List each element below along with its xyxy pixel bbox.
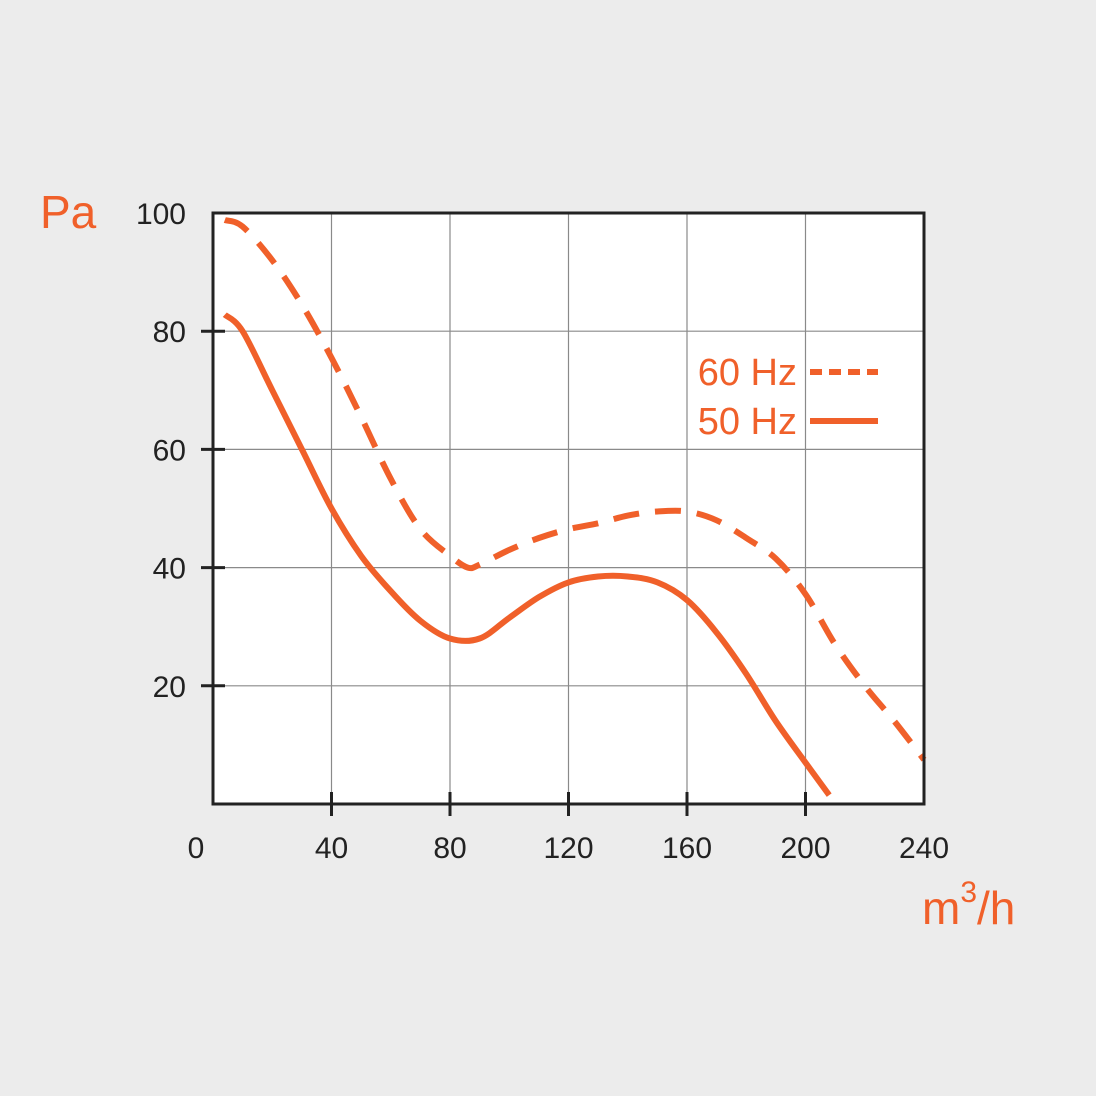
x-axis-label-suffix: /h xyxy=(977,882,1015,934)
x-tick-label-240: 240 xyxy=(899,832,949,865)
x-axis-label: m3/h xyxy=(922,876,1015,934)
x-tick-label-200: 200 xyxy=(780,832,830,865)
y-axis-label: Pa xyxy=(40,186,97,238)
y-tick-label-80: 80 xyxy=(153,316,186,349)
legend-label-50hz: 50 Hz xyxy=(698,401,797,443)
ticks xyxy=(201,329,807,816)
series-layer xyxy=(222,217,927,797)
series-line-60-hz xyxy=(223,217,927,762)
x-tick-label-80: 80 xyxy=(433,832,466,865)
legend: 60 Hz 50 Hz xyxy=(698,352,878,443)
x-tick-label-120: 120 xyxy=(543,832,593,865)
x-axis-label-base: m xyxy=(922,882,960,934)
legend-label-60hz: 60 Hz xyxy=(698,352,797,394)
y-tick-label-100: 100 xyxy=(136,198,186,231)
series-line-50-hz xyxy=(222,312,832,797)
tick-labels: 0 40 80 120 160 200 240 20 40 60 80 100 xyxy=(136,198,949,865)
y-tick-label-20: 20 xyxy=(153,671,186,704)
y-tick-label-60: 60 xyxy=(153,434,186,467)
grid xyxy=(213,213,924,804)
x-axis-label-sup: 3 xyxy=(960,876,977,909)
x-tick-label-40: 40 xyxy=(315,832,348,865)
x-tick-label-160: 160 xyxy=(662,832,712,865)
y-tick-label-40: 40 xyxy=(153,553,186,586)
x-tick-label-0: 0 xyxy=(188,832,205,865)
